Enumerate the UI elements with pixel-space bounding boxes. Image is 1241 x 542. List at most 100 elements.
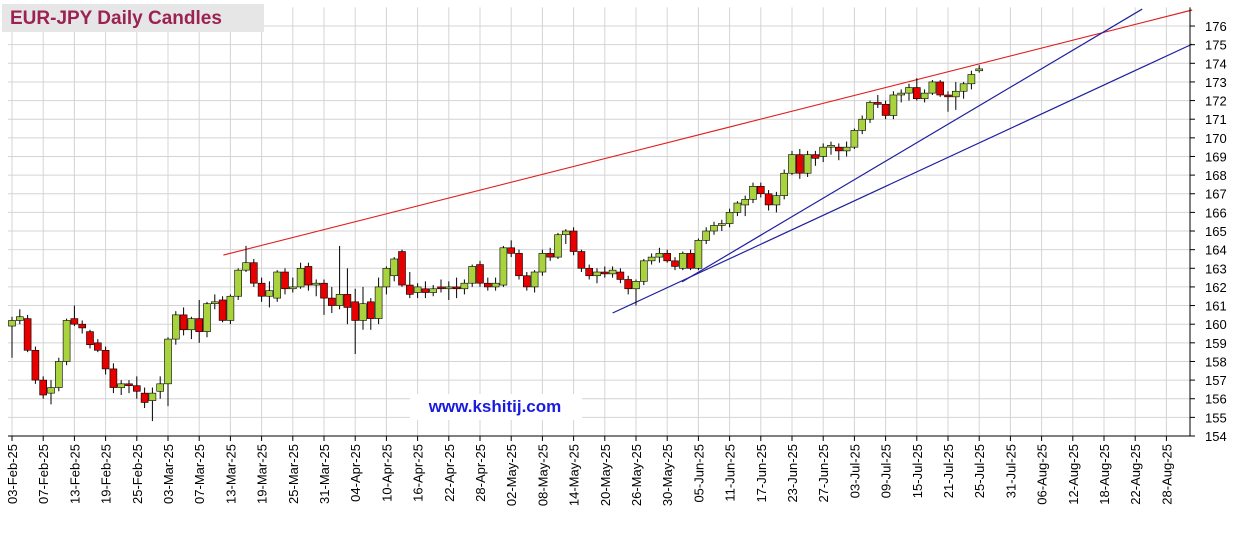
trendline xyxy=(612,43,1193,314)
candle-body xyxy=(405,284,414,295)
candle-body xyxy=(234,269,242,297)
candle-body xyxy=(967,74,976,85)
candle-body xyxy=(577,251,586,269)
candle-body xyxy=(881,104,890,116)
x-tick-label: 06-Aug-25 xyxy=(1035,444,1050,505)
x-tick-label: 07-Mar-25 xyxy=(192,444,207,504)
candle-body xyxy=(8,320,16,327)
y-tick-label: 176 xyxy=(1205,19,1227,34)
x-tick-label: 13-Feb-25 xyxy=(67,444,82,504)
candle-body xyxy=(780,172,789,196)
x-tick-label: 28-Aug-25 xyxy=(1159,444,1174,505)
candle-body xyxy=(179,314,188,331)
y-tick-label: 162 xyxy=(1205,280,1227,295)
x-tick-label: 13-Mar-25 xyxy=(223,444,238,504)
y-tick-label: 173 xyxy=(1205,75,1227,90)
candle-body xyxy=(811,154,820,159)
y-tick-label: 172 xyxy=(1205,94,1227,109)
x-tick-label: 08-May-25 xyxy=(535,444,550,506)
y-tick-label: 166 xyxy=(1205,205,1227,220)
candle-body xyxy=(382,267,391,288)
y-tick-label: 168 xyxy=(1205,168,1227,183)
x-tick-label: 03-Jul-25 xyxy=(847,444,862,498)
candle-body xyxy=(850,130,859,148)
candle-body xyxy=(600,271,609,275)
y-tick-label: 163 xyxy=(1205,261,1227,276)
candle-body xyxy=(140,392,149,403)
candle-body xyxy=(499,247,508,286)
candle-body xyxy=(951,90,960,98)
candle-body xyxy=(710,225,718,232)
candle-body xyxy=(975,68,984,72)
y-tick-label: 158 xyxy=(1205,354,1227,369)
candle-body xyxy=(273,271,282,299)
candle-body xyxy=(203,303,211,332)
candle-body xyxy=(288,286,297,290)
candle-body xyxy=(593,271,601,277)
candle-body xyxy=(195,318,203,332)
candle-body xyxy=(694,240,703,269)
candle-body xyxy=(655,253,664,258)
x-tick-label: 30-May-25 xyxy=(660,444,675,506)
candle-body xyxy=(335,294,344,306)
x-tick-label: 26-May-25 xyxy=(629,444,644,506)
candle-body xyxy=(803,154,812,174)
y-tick-label: 164 xyxy=(1205,243,1227,258)
candle-body xyxy=(647,256,656,262)
x-tick-label: 07-Feb-25 xyxy=(36,444,51,504)
candle-body xyxy=(23,318,32,351)
x-tick-label: 28-Apr-25 xyxy=(473,444,488,502)
x-tick-label: 31-Jul-25 xyxy=(1003,444,1018,498)
candle-body xyxy=(476,264,484,284)
candle-body xyxy=(733,202,742,213)
x-tick-label: 25-Feb-25 xyxy=(130,444,145,504)
candle-body xyxy=(959,83,968,92)
candle-body xyxy=(725,212,734,224)
annotation: www.kshitij.com xyxy=(428,397,562,416)
x-tick-label: 09-Jul-25 xyxy=(879,444,894,498)
candle-body xyxy=(265,290,274,297)
candle-body xyxy=(374,286,383,319)
candle-body xyxy=(632,281,640,290)
candle-body xyxy=(366,301,375,319)
candle-body xyxy=(749,185,757,200)
x-tick-label: 19-Feb-25 xyxy=(99,444,114,504)
candle-body xyxy=(834,146,843,152)
x-tick-label: 22-Aug-25 xyxy=(1128,444,1143,505)
y-tick-label: 169 xyxy=(1205,149,1227,164)
candle-body xyxy=(47,387,55,394)
axes: 154 155 156 157 158 159 160 161 162 163 164 165 166 1… xyxy=(5,7,1227,506)
candle-body xyxy=(172,314,180,340)
chart-title: EUR-JPY Daily Candles xyxy=(10,8,222,29)
candle-body xyxy=(897,92,906,96)
candle-body xyxy=(444,286,453,290)
candle-body xyxy=(101,349,110,370)
x-tick-label: 03-Mar-25 xyxy=(161,444,176,504)
candle-body xyxy=(663,253,672,262)
candle-body xyxy=(538,253,547,273)
candle-body xyxy=(54,361,63,388)
candle-body xyxy=(717,223,726,226)
candle-body xyxy=(296,267,305,288)
candle-body xyxy=(94,342,102,351)
candle-body xyxy=(741,199,750,206)
candle-body xyxy=(218,299,227,321)
candle-body xyxy=(62,320,71,362)
candle-body xyxy=(351,301,360,321)
candle-body xyxy=(756,185,765,195)
candle-body xyxy=(772,195,781,206)
candle-body xyxy=(31,349,40,381)
candle-body xyxy=(109,368,118,388)
x-tick-label: 31-Mar-25 xyxy=(317,444,332,504)
candle-body xyxy=(491,282,500,288)
candle-body xyxy=(561,230,570,236)
candle-body xyxy=(281,271,289,290)
x-tick-label: 04-Apr-25 xyxy=(348,444,363,502)
x-tick-label: 25-Mar-25 xyxy=(286,444,301,504)
candle-body xyxy=(78,323,86,329)
candle-body xyxy=(187,318,196,331)
x-tick-label: 12-Aug-25 xyxy=(1066,444,1081,505)
candle-body xyxy=(788,154,796,174)
candle-body xyxy=(15,316,24,321)
